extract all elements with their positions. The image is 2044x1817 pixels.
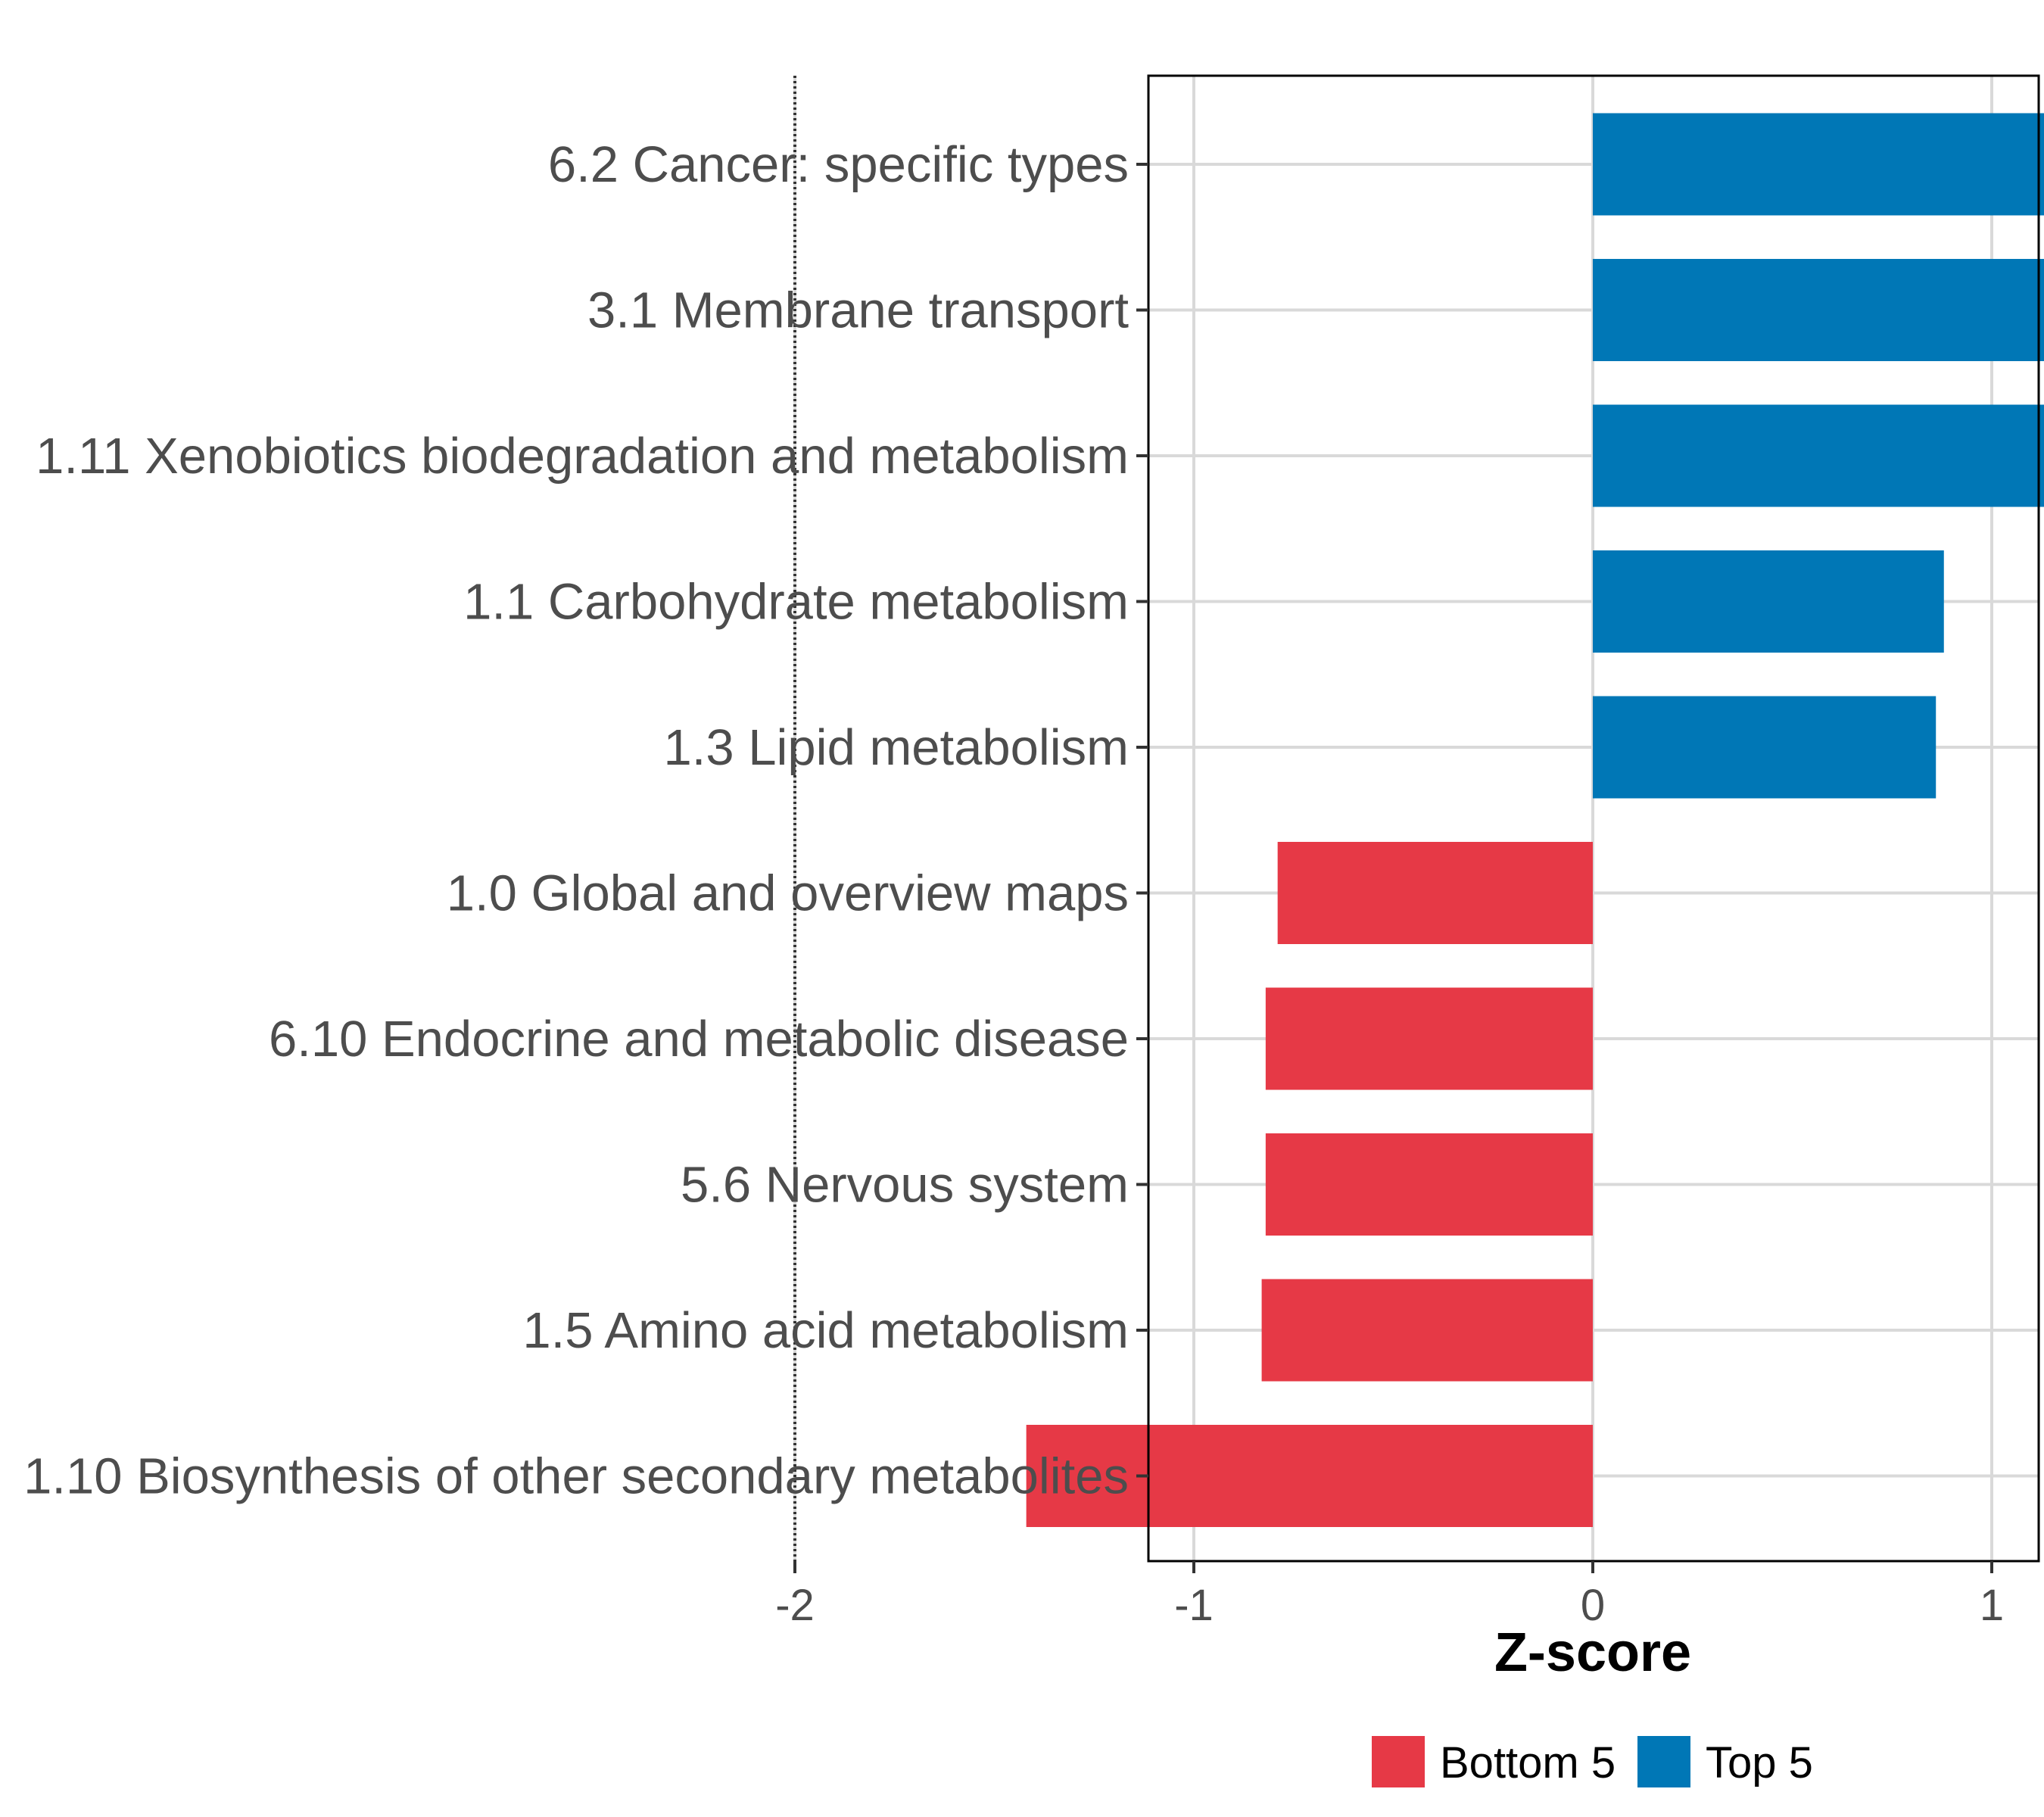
x-tick-label: 1 <box>1980 1581 2004 1630</box>
bar <box>1593 259 2044 361</box>
bar <box>1277 842 1593 944</box>
category-label: 1.5 Amino acid metabolism <box>522 1302 1129 1359</box>
legend-label: Top 5 <box>1706 1738 1813 1787</box>
legend-swatch <box>1637 1736 1690 1787</box>
bar <box>1026 1425 1593 1527</box>
reference-line-layer <box>793 76 796 1561</box>
bar <box>1265 987 1593 1090</box>
x-tick-label: 0 <box>1581 1581 1605 1630</box>
x-tick-label: -1 <box>1174 1581 1214 1630</box>
y-axis-ticks <box>1136 163 1148 1478</box>
category-label: 5.6 Nervous system <box>681 1157 1129 1214</box>
bar <box>1265 1133 1593 1236</box>
x-axis-ticks: -2-1012 <box>775 1561 2004 1630</box>
x-axis-title: Z-score <box>1494 1622 1691 1683</box>
legend-swatch <box>1372 1736 1425 1787</box>
category-label: 1.0 Global and overview maps <box>447 865 1129 922</box>
bar <box>1261 1279 1593 1382</box>
bar <box>1593 550 1944 653</box>
category-label: 1.10 Biosynthesis of other secondary met… <box>23 1448 1129 1505</box>
bar <box>1593 404 2044 507</box>
category-label: 1.3 Lipid metabolism <box>664 719 1129 776</box>
bar-layer <box>1026 113 2044 1527</box>
bar <box>1593 696 1937 799</box>
category-label: 6.10 Endocrine and metabolic disease <box>269 1011 1129 1067</box>
x-tick-label: -2 <box>775 1581 815 1630</box>
bar <box>1593 113 2044 216</box>
category-label: 1.1 Carbohydrate metabolism <box>463 574 1129 631</box>
category-label: 6.2 Cancer: specific types <box>548 136 1129 193</box>
category-label: 1.11 Xenobiotics biodegradation and meta… <box>36 428 1129 485</box>
category-label: 3.1 Membrane transport <box>587 282 1129 339</box>
legend: Bottom 5 Top 5 <box>1372 1736 1813 1787</box>
y-axis-labels: 6.2 Cancer: specific types 3.1 Membrane t… <box>23 136 1129 1505</box>
legend-label: Bottom 5 <box>1440 1738 1616 1787</box>
